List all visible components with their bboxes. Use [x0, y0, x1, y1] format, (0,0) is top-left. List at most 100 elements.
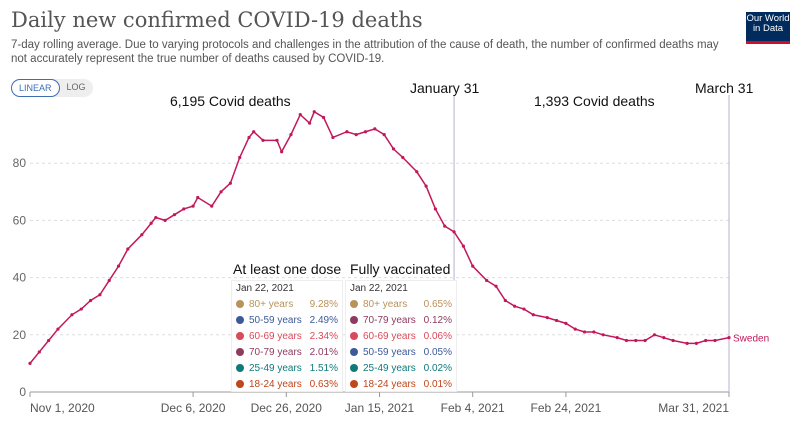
tooltip-row: 50-59 years 2.49%	[236, 312, 338, 328]
y-tick-label: 0	[19, 385, 26, 399]
full-vacc-heading: Fully vaccinated	[350, 261, 451, 277]
data-point	[196, 195, 200, 200]
data-point	[433, 207, 438, 211]
tooltip-row: 80+ years 9.28%	[236, 296, 338, 312]
data-point	[154, 215, 158, 220]
percent-value: 2.49%	[309, 314, 338, 326]
tooltip-row: 80+ years 0.65%	[350, 296, 452, 312]
data-point	[79, 307, 83, 311]
data-point	[28, 361, 32, 365]
data-point	[601, 333, 605, 337]
data-point	[116, 264, 121, 268]
scale-toggle: LINEAR LOG	[11, 79, 93, 97]
annotation-left: 6,195 Covid deaths	[170, 93, 291, 109]
data-point	[191, 204, 195, 208]
data-point	[494, 284, 498, 288]
percent-value: 0.05%	[423, 346, 452, 358]
percent-value: 0.63%	[309, 378, 338, 390]
data-point	[564, 321, 568, 325]
data-point	[210, 204, 214, 208]
data-point	[554, 318, 559, 323]
tooltip-row: 18-24 years 0.01%	[350, 376, 452, 392]
linear-button[interactable]: LINEAR	[11, 79, 60, 97]
data-point	[331, 135, 335, 140]
tooltip-row: 25-49 years 1.51%	[236, 360, 338, 376]
age-group: 18-24 years	[363, 378, 416, 390]
data-point	[503, 298, 507, 303]
data-point	[261, 138, 265, 142]
x-tick-label: Dec 6, 2020	[161, 401, 226, 415]
annotation-right: 1,393 Covid deaths	[534, 93, 655, 109]
data-point	[107, 278, 111, 283]
series-dot-icon	[236, 300, 244, 308]
age-group: 60-69 years	[249, 330, 302, 342]
age-group: 70-79 years	[249, 346, 302, 358]
data-point	[461, 244, 465, 248]
data-point	[182, 207, 186, 211]
tooltip-row: 70-79 years 2.01%	[236, 344, 338, 360]
percent-value: 0.12%	[423, 314, 452, 326]
tooltip-date: Jan 22, 2021	[350, 283, 408, 294]
data-point	[615, 336, 619, 340]
log-button[interactable]: LOG	[66, 82, 86, 92]
data-point	[531, 313, 535, 317]
percent-value: 0.06%	[423, 330, 452, 342]
percent-value: 9.28%	[309, 298, 338, 310]
y-tick-label: 60	[13, 213, 27, 227]
data-point	[471, 264, 475, 268]
x-tick-label: Jan 15, 2021	[345, 401, 415, 415]
data-point	[624, 338, 629, 343]
data-point	[289, 133, 293, 137]
data-point	[219, 190, 223, 194]
data-point	[634, 338, 638, 343]
data-point	[228, 181, 232, 185]
age-group: 18-24 years	[249, 378, 302, 390]
x-tick-label: Nov 1, 2020	[30, 401, 95, 415]
data-point	[485, 278, 489, 283]
data-point	[424, 184, 428, 188]
data-point	[582, 330, 587, 334]
age-group: 80+ years	[363, 298, 408, 310]
series-label: Sweden	[733, 334, 769, 345]
data-point	[238, 155, 242, 160]
data-point	[98, 293, 102, 297]
owid-logo[interactable]: Our World in Data	[746, 12, 790, 44]
data-point	[280, 150, 284, 154]
data-point	[373, 127, 377, 131]
first-dose-heading: At least one dose	[233, 261, 342, 277]
tooltip-row: 70-79 years 0.12%	[350, 312, 452, 328]
first-dose-tooltip: Jan 22, 2021 80+ years 9.28% 50-59 years 2.…	[231, 280, 343, 392]
data-point	[452, 230, 456, 234]
series-dot-icon	[350, 380, 358, 388]
tooltip-row: 18-24 years 0.63%	[236, 376, 338, 392]
x-tick-label: Dec 26, 2020	[251, 401, 323, 415]
full-vacc-tooltip: Jan 22, 2021 80+ years 0.65% 70-79 years 0.…	[345, 280, 457, 392]
y-tick-label: 20	[13, 328, 27, 342]
data-point	[252, 130, 256, 134]
annotation-march: March 31	[695, 80, 754, 96]
data-point	[671, 338, 675, 343]
data-point	[37, 350, 41, 354]
data-point	[573, 327, 577, 331]
data-point	[415, 170, 419, 174]
data-point	[401, 155, 405, 160]
percent-value: 2.34%	[309, 330, 338, 342]
tooltip-row: 25-49 years 0.02%	[350, 360, 452, 376]
data-point	[713, 338, 717, 343]
y-tick-label: 80	[13, 156, 27, 170]
tooltip-row: 60-69 years 0.06%	[350, 328, 452, 344]
series-dot-icon	[236, 348, 244, 356]
x-tick-label: Mar 31, 2021	[658, 401, 729, 415]
series-dot-icon	[236, 316, 244, 324]
x-tick-label: Feb 24, 2021	[531, 401, 602, 415]
data-point	[308, 121, 312, 125]
y-tick-label: 40	[13, 271, 27, 285]
data-point	[704, 338, 708, 343]
age-group: 80+ years	[249, 298, 294, 310]
data-point	[56, 327, 60, 331]
age-group: 70-79 years	[363, 314, 416, 326]
data-point	[652, 333, 657, 337]
chart-title: Daily new confirmed COVID-19 deaths	[11, 8, 423, 32]
age-group: 25-49 years	[249, 362, 302, 374]
series-dot-icon	[350, 300, 358, 308]
